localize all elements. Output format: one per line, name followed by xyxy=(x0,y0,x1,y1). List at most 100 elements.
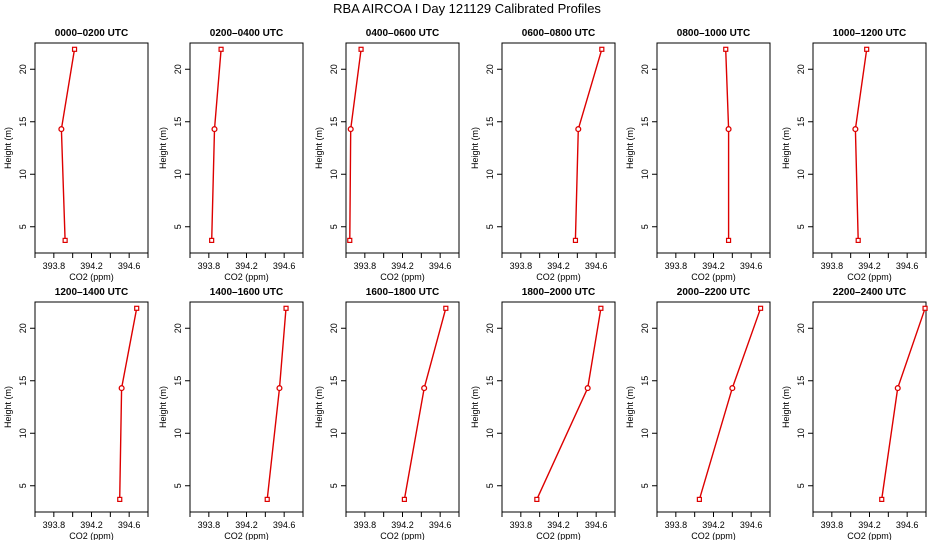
data-point xyxy=(276,385,283,392)
data-point xyxy=(118,385,125,392)
x-tick-label: 394.6 xyxy=(896,520,919,530)
y-tick-label: 5 xyxy=(796,483,806,488)
data-point xyxy=(864,46,870,52)
plot-frame xyxy=(812,301,927,513)
y-tick-label: 15 xyxy=(485,376,495,386)
x-tick-label: 394.2 xyxy=(702,261,725,271)
panel-title: 0400–0600 UTC xyxy=(366,28,439,39)
y-axis-label: Height (m) xyxy=(625,386,635,428)
y-tick-label: 5 xyxy=(329,483,339,488)
data-point xyxy=(209,237,215,243)
profile-line xyxy=(119,308,138,500)
y-tick-label: 10 xyxy=(173,169,183,179)
profile-line xyxy=(698,308,762,500)
profile-line xyxy=(536,308,602,500)
figure-title: RBA AIRCOA I Day 121129 Calibrated Profi… xyxy=(333,1,601,16)
data-point xyxy=(723,46,729,52)
data-point xyxy=(358,46,364,52)
plot-frame xyxy=(345,42,460,254)
x-tick-label: 394.2 xyxy=(80,520,103,530)
chart-panel: 1600–1800 UTC 393.8 394.2 394.6 5 10 15 20 CO2 (… xyxy=(314,287,460,540)
data-point xyxy=(575,126,582,133)
plot-frame xyxy=(34,42,149,254)
panel-title: 2200–2400 UTC xyxy=(833,287,906,298)
y-tick-label: 10 xyxy=(640,428,650,438)
y-tick-label: 15 xyxy=(796,376,806,386)
y-tick-label: 10 xyxy=(485,428,495,438)
profile-line xyxy=(854,49,868,241)
y-tick-label: 15 xyxy=(173,117,183,127)
data-point xyxy=(855,237,861,243)
x-tick-label: 393.8 xyxy=(198,261,221,271)
y-tick-label: 20 xyxy=(796,323,806,333)
panel-title: 1800–2000 UTC xyxy=(522,287,595,298)
x-axis-label: CO2 (ppm) xyxy=(691,272,736,282)
y-tick-label: 5 xyxy=(796,224,806,229)
profile-line xyxy=(881,308,926,500)
y-tick-label: 5 xyxy=(173,483,183,488)
data-point xyxy=(218,46,224,52)
y-tick-label: 5 xyxy=(640,483,650,488)
x-tick-label: 394.6 xyxy=(429,261,452,271)
y-axis-label: Height (m) xyxy=(314,386,324,428)
data-point xyxy=(598,305,604,311)
y-tick-label: 20 xyxy=(18,323,28,333)
x-tick-label: 394.6 xyxy=(118,520,141,530)
profile-line xyxy=(60,49,76,241)
profile-line xyxy=(725,49,730,241)
y-tick-label: 10 xyxy=(796,169,806,179)
y-axis-label: Height (m) xyxy=(625,127,635,169)
y-tick-label: 20 xyxy=(485,64,495,74)
x-axis-label: CO2 (ppm) xyxy=(380,272,425,282)
data-point xyxy=(879,496,885,502)
y-tick-label: 15 xyxy=(485,117,495,127)
data-point xyxy=(117,496,123,502)
x-tick-label: 394.6 xyxy=(896,261,919,271)
y-axis-label: Height (m) xyxy=(158,127,168,169)
x-tick-label: 393.8 xyxy=(43,261,66,271)
data-point xyxy=(725,126,732,133)
y-tick-label: 15 xyxy=(18,117,28,127)
x-axis-label: CO2 (ppm) xyxy=(224,272,269,282)
x-tick-label: 394.2 xyxy=(547,261,570,271)
y-axis-label: Height (m) xyxy=(781,127,791,169)
panel-title: 0800–1000 UTC xyxy=(677,28,750,39)
y-tick-label: 15 xyxy=(329,117,339,127)
y-tick-label: 10 xyxy=(18,169,28,179)
panel-title: 1000–1200 UTC xyxy=(833,28,906,39)
data-point xyxy=(696,496,702,502)
y-axis-label: Height (m) xyxy=(3,127,13,169)
data-point xyxy=(584,385,591,392)
x-tick-label: 394.2 xyxy=(391,261,414,271)
plot-frame xyxy=(189,42,304,254)
y-tick-label: 15 xyxy=(329,376,339,386)
panel-title: 1600–1800 UTC xyxy=(366,287,439,298)
plot-frame xyxy=(656,301,771,513)
panel-title: 0000–0200 UTC xyxy=(55,28,128,39)
panel-title: 0200–0400 UTC xyxy=(210,28,283,39)
x-tick-label: 393.8 xyxy=(354,520,377,530)
x-tick-label: 394.6 xyxy=(429,520,452,530)
x-axis-label: CO2 (ppm) xyxy=(847,272,892,282)
data-point xyxy=(572,237,579,243)
y-tick-label: 10 xyxy=(485,169,495,179)
x-tick-label: 393.8 xyxy=(354,261,377,271)
x-axis-label: CO2 (ppm) xyxy=(380,531,425,540)
y-tick-label: 20 xyxy=(329,64,339,74)
x-tick-label: 393.8 xyxy=(665,261,688,271)
panels-grid: 0000–0200 UTC 393.8 394.2 394.6 5 10 15 20 CO2 (… xyxy=(3,28,928,540)
panel-title: 1200–1400 UTC xyxy=(55,287,128,298)
chart-panel: 0000–0200 UTC 393.8 394.2 394.6 5 10 15 20 CO2 (… xyxy=(3,28,149,282)
y-tick-label: 10 xyxy=(173,428,183,438)
x-axis-label: CO2 (ppm) xyxy=(224,531,269,540)
x-tick-label: 394.6 xyxy=(585,261,608,271)
plot-frame xyxy=(189,301,304,513)
y-tick-label: 20 xyxy=(173,323,183,333)
x-tick-label: 393.8 xyxy=(198,520,221,530)
data-point xyxy=(725,237,732,243)
plot-frame xyxy=(345,301,460,513)
y-axis-label: Height (m) xyxy=(314,127,324,169)
data-point xyxy=(211,126,218,133)
data-point xyxy=(134,305,140,311)
